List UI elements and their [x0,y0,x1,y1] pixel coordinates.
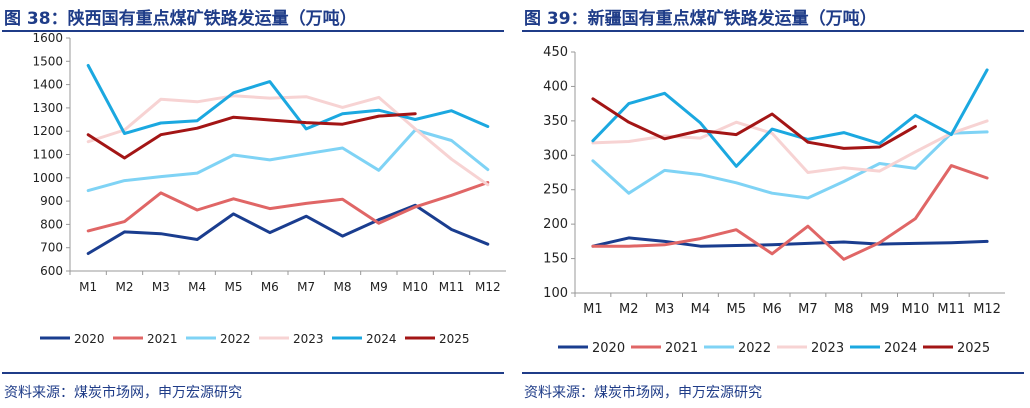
y-tick-label: 1000 [32,171,63,185]
series-line-2025 [86,112,417,160]
legend-label-2020: 2020 [74,332,105,346]
y-tick-label: 450 [543,45,568,60]
footer-divider [2,372,504,374]
x-tick-label: M6 [762,302,782,317]
x-tick-label: M11 [439,280,465,294]
y-tick-label: 350 [543,114,568,129]
x-tick-label: M10 [402,280,428,294]
y-tick-label: 1500 [32,54,63,68]
y-tick-label: 1300 [32,101,63,115]
series-line-2022 [86,128,490,193]
chart-legend: 2020 2021 2022 2023 2024 2025 [558,341,990,356]
legend-label-2021: 2021 [147,332,178,346]
y-tick-label: 250 [543,183,568,198]
chart-title: 图 38：陕西国有重点煤矿铁路发运量（万吨） [4,9,357,29]
x-tick-label: M9 [370,280,388,294]
legend-label-2020: 2020 [592,341,625,356]
line-chart-xinjiang: 100 150 200 250 300 350 400 450 M1 M2 M3 M4 M5 M6 M7 M8… [543,45,1005,356]
legend-label-2024: 2024 [366,332,397,346]
chart-legend: 2020 2021 2022 2023 2024 2025 [40,332,470,346]
source-note: 资料来源：煤炭市场网，申万宏源研究 [4,385,242,401]
legend-label-2025: 2025 [957,341,990,356]
series-line-2021 [86,181,490,233]
legend-label-2022: 2022 [738,341,771,356]
y-tick-label: 400 [543,79,568,94]
x-tick-label: M4 [188,280,206,294]
x-tick-label: M8 [834,302,854,317]
series-line-2023 [86,94,490,187]
x-tick-label: M1 [79,280,97,294]
y-tick-label: 1600 [32,31,63,45]
x-tick-label: M3 [152,280,170,294]
series-line-2021 [591,164,989,261]
y-tick-label: 1400 [32,78,63,92]
series-line-2024 [591,68,989,168]
x-tick-label: M12 [475,280,501,294]
chart-title: 图 39：新疆国有重点煤矿铁路发运量（万吨） [524,9,877,29]
y-tick-label: 100 [543,286,568,301]
y-tick-label: 300 [543,148,568,163]
y-tick-label: 900 [40,194,63,208]
x-tick-label: M8 [334,280,352,294]
x-tick-label: M1 [583,302,603,317]
y-tick-label: 150 [543,252,568,267]
x-tick-label: M12 [973,302,1001,317]
x-tick-label: M6 [261,280,279,294]
series-line-2020 [86,203,490,255]
x-tick-label: M7 [297,280,315,294]
legend-label-2021: 2021 [665,341,698,356]
title-divider [2,30,504,32]
chart-panel-xinjiang: 图 39：新疆国有重点煤矿铁路发运量（万吨） 100 150 200 250 300 35… [520,0,1030,408]
legend-label-2024: 2024 [884,341,917,356]
x-tick-label: M2 [619,302,639,317]
x-tick-label: M10 [902,302,930,317]
legend-label-2022: 2022 [220,332,251,346]
legend-label-2025: 2025 [439,332,470,346]
legend-label-2023: 2023 [811,341,844,356]
x-tick-label: M9 [870,302,890,317]
y-tick-label: 800 [40,217,63,231]
chart-panel-shaanxi: 图 38：陕西国有重点煤矿铁路发运量（万吨） 600 700 800 900 1000 1… [0,0,510,408]
legend-label-2023: 2023 [293,332,324,346]
y-tick-label: 700 [40,241,63,255]
y-tick-label: 1100 [32,148,63,162]
series-line-2020 [591,236,989,248]
series-line-2024 [86,64,490,135]
x-tick-label: M11 [937,302,965,317]
x-tick-label: M5 [727,302,747,317]
series-line-2025 [591,97,917,150]
y-tick-label: 200 [543,217,568,232]
title-divider [522,30,1024,32]
x-tick-label: M5 [225,280,243,294]
footer-divider [522,372,1024,374]
y-tick-label: 1200 [32,124,63,138]
y-tick-label: 600 [40,264,63,278]
x-tick-label: M7 [798,302,818,317]
line-chart-shaanxi: 600 700 800 900 1000 1100 1200 1300 1400 1500 1600… [32,31,506,346]
x-tick-label: M2 [116,280,134,294]
x-tick-label: M4 [691,302,711,317]
x-tick-label: M3 [655,302,675,317]
series-line-2022 [591,130,989,200]
source-note: 资料来源：煤炭市场网，申万宏源研究 [524,385,762,401]
